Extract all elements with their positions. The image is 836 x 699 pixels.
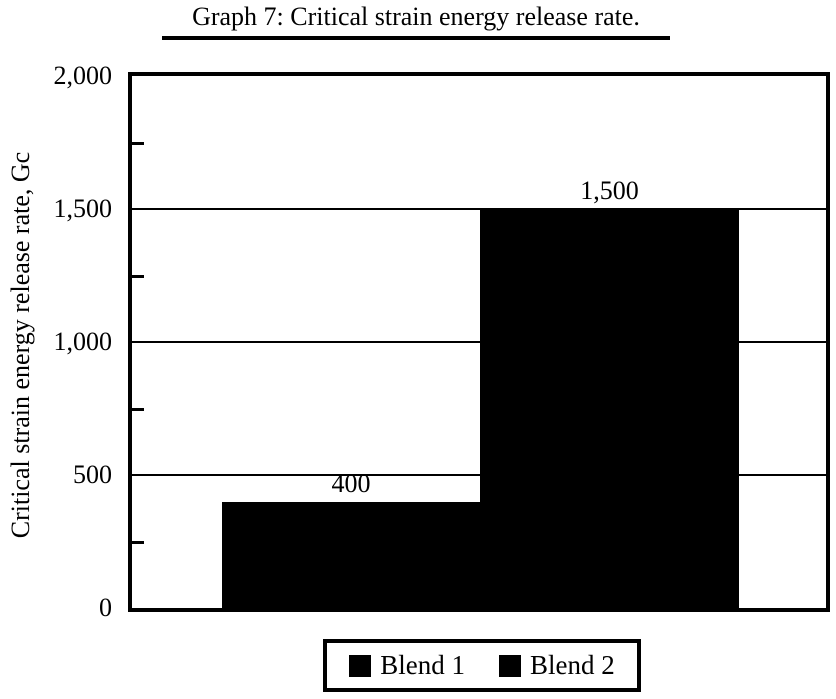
plot-area (128, 72, 830, 612)
minor-tick-1250 (132, 274, 144, 278)
legend: Blend 1 Blend 2 (323, 639, 641, 692)
gridline-1000 (132, 341, 826, 343)
gridline-1500 (132, 208, 826, 210)
minor-tick-1750 (132, 141, 144, 145)
legend-item-blend-1: Blend 1 (349, 652, 465, 679)
legend-label-blend-2: Blend 2 (530, 650, 615, 680)
legend-label-blend-1: Blend 1 (380, 650, 465, 680)
bar-blend-2 (480, 209, 739, 608)
legend-swatch-blend-2 (499, 654, 521, 677)
bar-value-label-blend-2: 1,500 (580, 176, 639, 205)
legend-item-blend-2: Blend 2 (499, 652, 615, 679)
gridline-500 (132, 474, 826, 476)
minor-tick-250 (132, 540, 144, 544)
y-tick-label-500: 500 (73, 460, 112, 489)
y-tick-label-1000: 1,000 (53, 327, 113, 356)
bar-value-label-blend-1: 400 (331, 468, 371, 498)
bar-blend-1 (222, 501, 480, 608)
minor-tick-750 (132, 407, 144, 411)
y-tick-label-2000: 2,000 (53, 61, 113, 90)
chart-title: Graph 7: Critical strain energy release … (162, 2, 670, 40)
legend-swatch-blend-1 (349, 654, 372, 677)
y-tick-label-1500: 1,500 (53, 194, 113, 223)
y-tick-label-0: 0 (99, 593, 112, 622)
